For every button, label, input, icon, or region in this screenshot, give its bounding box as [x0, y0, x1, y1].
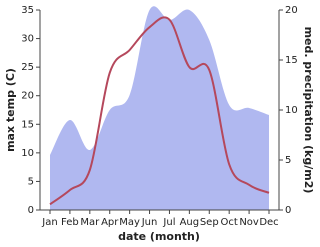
x-tick-label: Oct	[221, 217, 238, 228]
y-tick-label: 20	[21, 91, 34, 102]
x-tick-label: Mar	[80, 217, 100, 228]
y2-tick-label: 10	[285, 105, 298, 116]
y-axis-title: max temp (C)	[4, 68, 17, 152]
x-tick-label: Aug	[180, 217, 200, 228]
y2-tick-label: 0	[285, 205, 291, 216]
y-tick-label: 10	[21, 148, 34, 159]
y-tick-label: 35	[21, 5, 34, 16]
x-tick-label: Jan	[41, 217, 57, 228]
x-tick-label: May	[119, 217, 140, 228]
y2-tick-label: 15	[285, 55, 298, 66]
y2-axis-title: med. precipitation (kg/m2)	[302, 27, 315, 194]
y2-tick-label: 20	[285, 5, 298, 16]
x-tick-label: Jul	[162, 217, 175, 228]
precipitation-area	[50, 6, 269, 210]
x-tick-label: Jun	[141, 217, 158, 228]
x-tick-label: Feb	[61, 217, 79, 228]
y-tick-label: 25	[21, 62, 34, 73]
y-tick-label: 15	[21, 119, 34, 130]
x-tick-label: Sep	[200, 217, 219, 228]
y-tick-label: 0	[28, 205, 34, 216]
x-tick-label: Apr	[101, 217, 119, 228]
y-tick-label: 5	[28, 176, 34, 187]
y-tick-label: 30	[21, 34, 34, 45]
y2-tick-label: 5	[285, 155, 291, 166]
x-tick-label: Dec	[259, 217, 278, 228]
x-axis-title: date (month)	[118, 230, 200, 243]
x-tick-label: Nov	[239, 217, 259, 228]
temperature-line	[49, 16, 270, 206]
